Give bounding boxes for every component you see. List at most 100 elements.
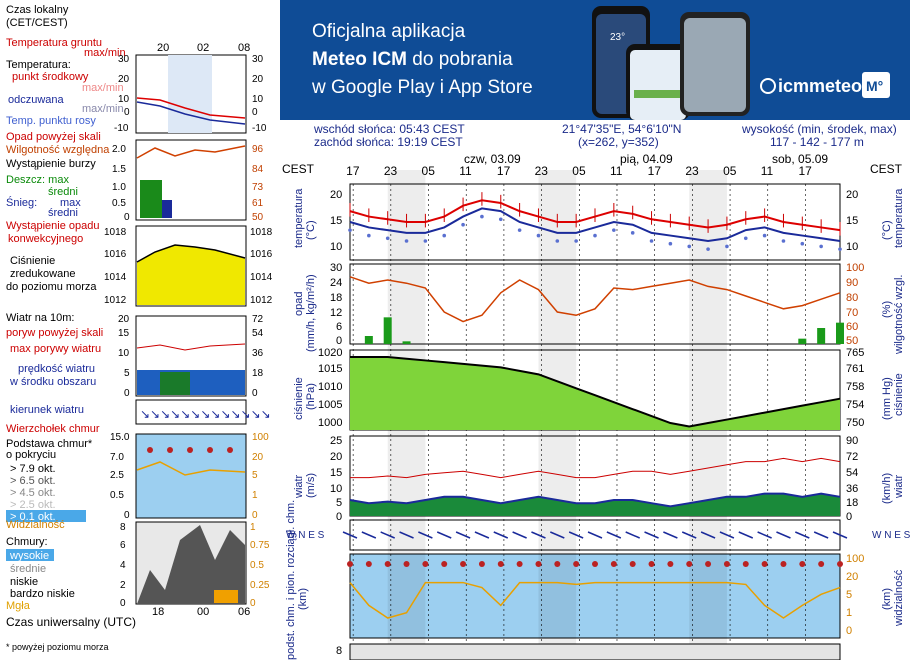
legend-storm: Wystąpienie burzy bbox=[6, 158, 96, 170]
legend-ground-temp: Temperatura gruntu bbox=[6, 37, 102, 49]
tick-t-l-1: 30 bbox=[118, 54, 130, 65]
legend-very-low: bardzo niskie bbox=[10, 588, 75, 600]
wind-arrow-8 bbox=[493, 531, 509, 539]
mini-cloud-top-dot-5 bbox=[227, 447, 233, 453]
tick-cb-r-3: 5 bbox=[252, 470, 258, 481]
legend-snow: Śnieg: bbox=[6, 196, 37, 209]
hour-label-6: 23 bbox=[535, 164, 549, 178]
cloud-top-dot-26 bbox=[837, 561, 843, 567]
wind-arrow-0 bbox=[342, 531, 358, 539]
legend-cloud-base: Podstawa chmur* bbox=[6, 438, 93, 450]
tick-w-l-5: 0 bbox=[124, 388, 130, 399]
cloud-top-dot-9 bbox=[516, 561, 523, 567]
wind-label-l: wiatr bbox=[293, 474, 305, 499]
tick-t-r-4: 0 bbox=[252, 107, 258, 118]
cb-label-l: podst. chm. i pion. rozciągł. chm. bbox=[285, 500, 297, 660]
legend-pressure2: zredukowane bbox=[10, 268, 75, 280]
prec-label-r: wilgotność wzgl. bbox=[893, 275, 905, 355]
mini-dir-arrows: ↘↘↘↘↘↘↘↘↘↘↘↘↘ bbox=[140, 407, 271, 421]
pr-tick-r-3: 758 bbox=[846, 381, 864, 393]
mini-pres-line bbox=[136, 244, 246, 263]
tick-p-l-1: 2.0 bbox=[112, 144, 126, 155]
legend-mid-point: punkt środkowy bbox=[12, 71, 89, 83]
w-tick-r-5: 18 bbox=[846, 497, 858, 509]
w-tick-l-3: 15 bbox=[330, 467, 342, 479]
cloud-top-dot-25 bbox=[818, 561, 825, 567]
dew-point-7 bbox=[480, 214, 484, 219]
wind-arrow-9 bbox=[512, 531, 527, 539]
cloud-top-dot-11 bbox=[554, 561, 561, 567]
wind-arrow-13 bbox=[587, 531, 603, 539]
cloud-top-dot-1 bbox=[365, 561, 372, 567]
wind-arrow-5 bbox=[436, 531, 452, 539]
tick-pr-l-4: 1012 bbox=[104, 295, 127, 306]
pr-tick-l-1: 1020 bbox=[318, 347, 342, 359]
cloud-top-dot-2 bbox=[384, 561, 391, 567]
sunset-text: zachód słońca: 19:19 CEST bbox=[314, 135, 463, 149]
cloud-top-dot-17 bbox=[667, 561, 674, 567]
tick-w-r-1: 72 bbox=[252, 314, 264, 325]
tick-cb-r-2: 20 bbox=[252, 452, 264, 463]
w-tick-l-5: 5 bbox=[336, 497, 342, 509]
legend-snow-max: max bbox=[60, 197, 81, 209]
cb-tick-r-1: 100 bbox=[846, 553, 864, 565]
legend-snow-avg: średni bbox=[48, 207, 78, 219]
cloud-top-dot-3 bbox=[403, 561, 410, 567]
precip-bar-26 bbox=[836, 322, 844, 344]
cloud-top-dot-20 bbox=[723, 561, 730, 567]
legend-tz-local2: (CET/CEST) bbox=[6, 17, 68, 29]
cloud-top-dot-19 bbox=[705, 561, 712, 567]
phone-icon-3 bbox=[680, 12, 750, 116]
tick-p-r-4: 61 bbox=[252, 198, 264, 209]
banner-line-3: w Google Play i App Store bbox=[312, 77, 533, 98]
legend-local-tick-2: 02 bbox=[197, 42, 209, 54]
dew-point-20 bbox=[725, 244, 729, 249]
tick-p-l-4: 0.5 bbox=[112, 198, 126, 209]
cb-unit-r: (km) bbox=[881, 588, 893, 610]
tick-t-l-2: 20 bbox=[118, 74, 130, 85]
mini-gust-line bbox=[136, 343, 246, 351]
legend-wind-speed: prędkość wiatru bbox=[18, 363, 95, 375]
tick-pr-r-2: 1016 bbox=[250, 249, 273, 260]
cloud-top-dot-14 bbox=[610, 561, 617, 567]
legend-gust-max: max porywy wiatru bbox=[10, 343, 101, 355]
tick-cb-r-1: 100 bbox=[252, 432, 269, 443]
cloud-top-dot-21 bbox=[742, 561, 749, 567]
hour-label-1: 17 bbox=[346, 164, 360, 178]
hour-label-4: 11 bbox=[459, 164, 472, 178]
w-tick-l-1: 25 bbox=[330, 435, 342, 447]
wind-arrow-17 bbox=[663, 531, 678, 539]
wind-arrow-10 bbox=[531, 531, 546, 539]
promo-banner[interactable]: Oficjalna aplikacja Meteo ICM do pobrani… bbox=[280, 0, 910, 120]
prec-unit-r: (%) bbox=[881, 301, 893, 318]
cloud-top-dot-18 bbox=[686, 561, 693, 567]
legend-okt01-bg bbox=[6, 510, 86, 522]
mini-wind-area bbox=[137, 370, 245, 395]
p-tick-l-1: 30 bbox=[330, 262, 342, 274]
wind-arrow-12 bbox=[568, 531, 584, 539]
legend-okt25: > 2.5 okt. bbox=[10, 499, 56, 511]
cb-tick-r-3: 5 bbox=[846, 589, 852, 601]
pressure-area bbox=[350, 356, 840, 430]
legend-footnote: * powyżej poziomu morza bbox=[6, 642, 109, 652]
cloud-top-dot-13 bbox=[592, 561, 598, 567]
prec-label-l: opad bbox=[293, 292, 305, 316]
tick-cl-l-1: 8 bbox=[120, 522, 126, 533]
tick-cl-r-4: 0.25 bbox=[250, 580, 270, 591]
legend-wind-title: Wiatr na 10m: bbox=[6, 312, 74, 324]
pr-tick-l-4: 1005 bbox=[318, 399, 342, 411]
tz-left: CEST bbox=[282, 162, 315, 176]
tick-cb-l-2: 7.0 bbox=[110, 452, 124, 463]
dir-compass-l: W N E S bbox=[286, 530, 325, 541]
cloud-top-dot-0 bbox=[347, 561, 353, 567]
legend-humidity: Wilgotność względna bbox=[6, 144, 110, 156]
cloud-top-dot-10 bbox=[535, 561, 542, 567]
day-label-2: pią, 04.09 bbox=[620, 152, 673, 166]
w-tick-l-4: 10 bbox=[330, 483, 342, 495]
legend-local-tick-3: 08 bbox=[238, 42, 250, 54]
tick-w-r-5: 0 bbox=[252, 388, 258, 399]
legend-mid: średnie bbox=[10, 563, 46, 575]
cloud-top-dot-4 bbox=[422, 561, 429, 567]
pressure-line bbox=[350, 355, 841, 428]
tick-w-r-3: 36 bbox=[252, 348, 264, 359]
